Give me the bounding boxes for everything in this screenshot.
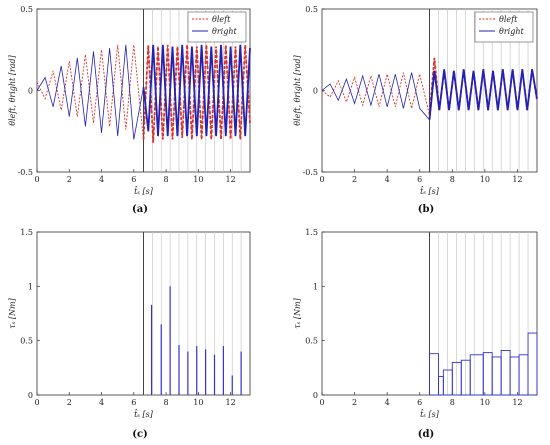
legend-label: θright bbox=[212, 27, 237, 36]
x-axis-label: t̂ₛ [s] bbox=[420, 185, 440, 196]
step-bar bbox=[527, 332, 538, 396]
legend-box bbox=[187, 11, 247, 43]
x-tick-label: 8 bbox=[164, 398, 169, 407]
legend-box bbox=[474, 11, 534, 43]
legend-label: θleft bbox=[212, 15, 231, 24]
x-tick-label: 0 bbox=[319, 398, 324, 407]
y-tick-label: 0.5 bbox=[305, 5, 318, 14]
x-tick-label: 0 bbox=[319, 175, 324, 184]
step-bar bbox=[429, 353, 439, 396]
y-tick-label: 0 bbox=[313, 87, 318, 96]
y-tick-label: 0 bbox=[313, 391, 318, 400]
series-line-bold-theta-right bbox=[142, 44, 251, 137]
x-tick-label: 6 bbox=[417, 398, 422, 407]
x-tick-label: 12 bbox=[512, 175, 522, 184]
x-tick-label: 6 bbox=[417, 175, 422, 184]
y-axis-label: θleft, θright [rad] bbox=[293, 54, 302, 125]
x-tick-label: 10 bbox=[480, 175, 490, 184]
y-tick-label: 0.5 bbox=[305, 337, 318, 346]
x-tick-label: 8 bbox=[450, 398, 455, 407]
y-tick-label: 0 bbox=[28, 391, 33, 400]
x-tick-label: 6 bbox=[131, 175, 136, 184]
x-tick-label: 2 bbox=[352, 175, 357, 184]
chart-panel-d: 0 2 4 6 8 10 12 0 0.5 1 1.5 t̂ₛ [s] τₛ [Nm] (d) bbox=[293, 228, 538, 440]
panel-label: (c) bbox=[132, 429, 148, 440]
y-axis-label: τₛ [Nm] bbox=[8, 297, 17, 328]
x-tick-label: 6 bbox=[131, 398, 136, 407]
y-tick-label: -0.5 bbox=[303, 168, 318, 177]
y-tick-label: 1.5 bbox=[305, 228, 318, 237]
legend-label: θleft bbox=[499, 15, 518, 24]
panel-label: (b) bbox=[418, 204, 434, 215]
x-axis-label: t̂ₛ [s] bbox=[134, 408, 154, 419]
x-tick-label: 12 bbox=[512, 398, 522, 407]
x-axis-label: t̂ₛ [s] bbox=[420, 408, 440, 419]
x-tick-label: 12 bbox=[226, 398, 236, 407]
x-tick-label: 4 bbox=[385, 398, 390, 407]
y-tick-label: 1 bbox=[28, 282, 33, 291]
x-tick-label: 10 bbox=[480, 398, 490, 407]
y-tick-label: 0.5 bbox=[20, 5, 33, 14]
y-tick-label: 1 bbox=[313, 282, 318, 291]
legend-label: θright bbox=[499, 27, 524, 36]
x-tick-label: 2 bbox=[67, 398, 72, 407]
x-tick-label: 4 bbox=[99, 175, 104, 184]
x-tick-label: 2 bbox=[67, 175, 72, 184]
chart-panel-a: 0 2 4 6 8 10 12-0.500.5t̂ₛ [s]θleft, θright [r… bbox=[8, 5, 251, 215]
x-tick-label: 8 bbox=[450, 175, 455, 184]
x-tick-label: 0 bbox=[34, 398, 39, 407]
series-line-bold-theta-right bbox=[428, 69, 538, 120]
x-tick-label: 4 bbox=[99, 398, 104, 407]
y-axis-label: τₛ [Nm] bbox=[293, 297, 302, 328]
y-axis-label: θleft, θright [rad] bbox=[8, 54, 17, 125]
x-tick-label: 2 bbox=[352, 398, 357, 407]
y-tick-label: 1.5 bbox=[20, 228, 33, 237]
y-tick-label: 0 bbox=[28, 87, 33, 96]
panel-label: (d) bbox=[418, 429, 434, 440]
y-tick-label: 0.5 bbox=[20, 337, 33, 346]
x-tick-label: 4 bbox=[385, 175, 390, 184]
chart-panel-b: 0 2 4 6 8 10 12-0.500.5t̂ₛ [s]θleft, θright [r… bbox=[293, 5, 538, 215]
x-tick-label: 10 bbox=[193, 398, 203, 407]
y-tick-label: -0.5 bbox=[18, 168, 33, 177]
x-tick-label: 12 bbox=[226, 175, 236, 184]
x-tick-label: 0 bbox=[34, 175, 39, 184]
series-line-bold-theta-left bbox=[142, 44, 251, 143]
chart-panel-c: 0 2 4 6 8 10 12 0 0.5 1 1.5 t̂ₛ [s] τₛ [Nm] (c) bbox=[8, 228, 251, 440]
x-tick-label: 8 bbox=[164, 175, 169, 184]
x-axis-label: t̂ₛ [s] bbox=[134, 185, 154, 196]
x-tick-label: 10 bbox=[193, 175, 203, 184]
panel-label: (a) bbox=[132, 204, 148, 215]
